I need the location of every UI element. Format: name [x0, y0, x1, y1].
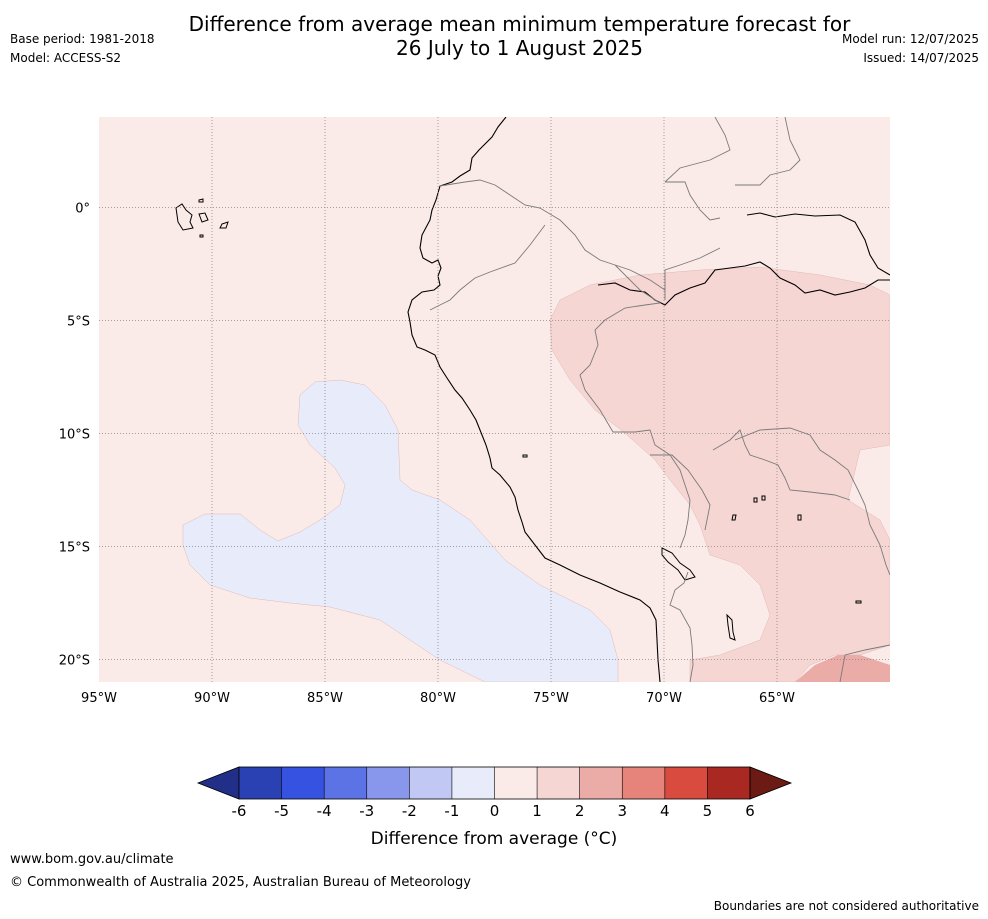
colorbar-tick-label: -5	[274, 802, 289, 820]
latitude-label: 15°S	[59, 540, 90, 555]
colorbar-tick-label: -6	[232, 802, 247, 820]
longitude-label: 95°W	[81, 691, 117, 706]
latitude-label: 20°S	[59, 653, 90, 668]
longitude-label: 65°W	[759, 691, 795, 706]
galapagos-islands	[175, 198, 229, 238]
longitude-label: 85°W	[307, 691, 343, 706]
colorbar-swatch	[494, 767, 538, 799]
footer-disclaimer: Boundaries are not considered authoritat…	[713, 899, 979, 913]
colorbar-tick-label: -4	[317, 802, 332, 820]
coastline	[407, 117, 661, 682]
country-borders	[429, 117, 890, 682]
colorbar-tick-label: 3	[617, 802, 627, 820]
colorbar-swatch	[366, 767, 410, 799]
colorbar-extend-low	[196, 766, 240, 800]
issued-text: Issued: 14/07/2025	[863, 51, 979, 65]
colorbar-tick-label: 2	[575, 802, 585, 820]
anomaly-region-offshore	[182, 379, 619, 682]
model-run-text: Model run: 12/07/2025	[841, 32, 979, 46]
colorbar-swatch	[409, 767, 452, 799]
colorbar-swatch	[664, 767, 708, 799]
title-line-1: Difference from average mean minimum tem…	[188, 12, 851, 36]
base-period-text: Base period: 1981-2018	[10, 32, 155, 46]
colorbar-tick-label: 1	[532, 802, 542, 820]
colorbar-tick-label: 4	[660, 802, 670, 820]
latitude-label: 5°S	[67, 314, 90, 329]
anomaly-region-amazon	[549, 266, 890, 682]
longitude-label: 75°W	[533, 691, 569, 706]
colorbar-swatch	[537, 767, 580, 799]
colorbar-extend-high	[749, 766, 793, 800]
colorbar-swatch	[281, 767, 325, 799]
latitude-labels: 0° 5°S 10°S 15°S 20°S	[59, 201, 90, 668]
latitude-label: 10°S	[59, 427, 90, 442]
colorbar-tick-label: 0	[490, 802, 500, 820]
lakes	[522, 454, 862, 641]
title-line-2: 26 July to 1 August 2025	[396, 36, 643, 60]
longitude-label: 80°W	[420, 691, 456, 706]
colorbar-tick-label: -2	[402, 802, 417, 820]
chart-title: Difference from average mean minimum tem…	[0, 12, 988, 60]
colorbar-tick-label: -1	[444, 802, 459, 820]
longitude-label: 70°W	[646, 691, 682, 706]
colorbar-swatch	[579, 767, 623, 799]
colorbar-label: Difference from average (°C)	[371, 829, 618, 849]
colorbar-swatch	[324, 767, 367, 799]
colorbar: -6 -5 -4 -3 -2 -1 0 1 2 3 4 5 6	[196, 766, 793, 820]
model-text: Model: ACCESS-S2	[10, 51, 122, 65]
longitude-labels: 95°W 90°W 85°W 80°W 75°W 70°W 65°W	[81, 691, 795, 706]
colorbar-tick-label: 6	[745, 802, 755, 820]
colorbar-swatch	[707, 767, 750, 799]
colorbar-swatch	[239, 767, 282, 799]
footer-url[interactable]: www.bom.gov.au/climate	[10, 852, 174, 867]
colorbar-swatch	[622, 767, 665, 799]
latitude-label: 0°	[75, 201, 90, 216]
caribbean-coastline	[746, 212, 890, 276]
graticule	[99, 117, 890, 682]
colorbar-tick-label: 5	[703, 802, 713, 820]
longitude-label: 90°W	[194, 691, 230, 706]
colorbar-tick-label: -3	[359, 802, 374, 820]
footer-copyright: © Commonwealth of Australia 2025, Austra…	[10, 875, 471, 890]
colorbar-swatch	[451, 767, 495, 799]
